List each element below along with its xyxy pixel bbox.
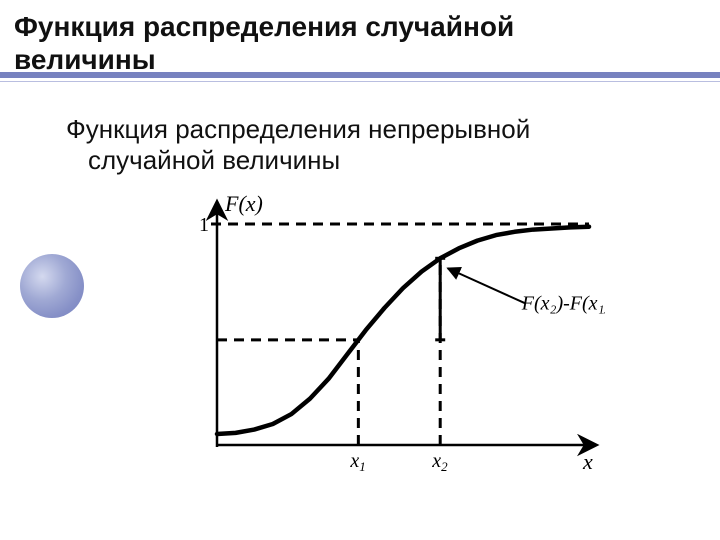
cdf-chart: 1 F(x) x x1 x2 F(x₂)-F(x₁) — [145, 193, 605, 498]
title-line1: Функция распределения случайной — [14, 11, 514, 42]
svg-text:x1: x1 — [349, 450, 365, 474]
subtitle-line1: Функция распределения непрерывной — [66, 114, 530, 144]
svg-text:x: x — [582, 449, 593, 474]
svg-text:F(x): F(x) — [224, 193, 263, 216]
slide-content: Функция распределения непрерывной случай… — [60, 108, 690, 498]
header-underline — [0, 72, 720, 96]
svg-text:x2: x2 — [431, 450, 448, 474]
svg-text:1: 1 — [199, 214, 209, 236]
slide-title: Функция распределения случайной величины — [14, 10, 720, 76]
subtitle-line2: случайной величины — [88, 145, 690, 176]
slide-header: Функция распределения случайной величины — [0, 0, 720, 108]
chart-svg: 1 F(x) x x1 x2 F(x₂)-F(x₁) — [145, 193, 605, 493]
title-line2: величины — [14, 44, 156, 75]
subtitle: Функция распределения непрерывной случай… — [66, 114, 690, 175]
svg-text:F(x₂)-F(x₁): F(x₂)-F(x₁) — [521, 293, 605, 315]
